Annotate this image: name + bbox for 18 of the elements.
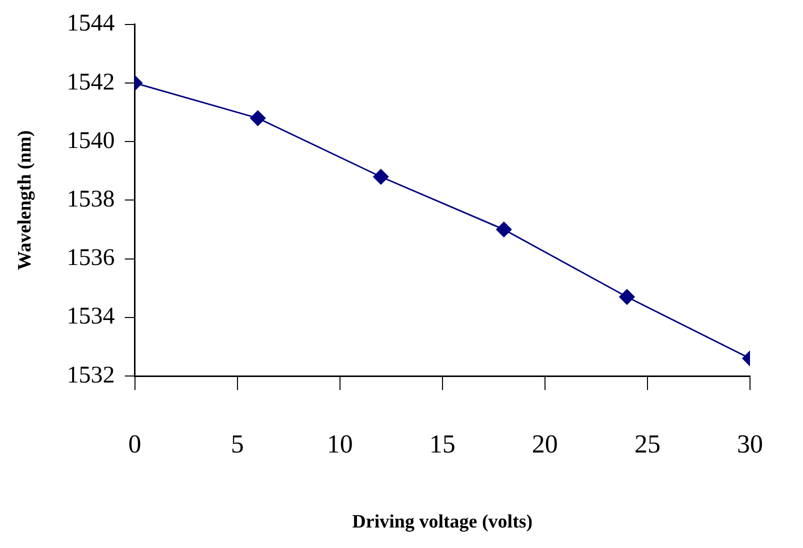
- y-axis-title: Wavelength (nm): [14, 130, 36, 270]
- x-tick-label: 5: [230, 429, 244, 458]
- point: [496, 222, 512, 238]
- y-tick-label: 1538: [66, 186, 115, 212]
- x-tick-label: 30: [737, 429, 763, 458]
- y-tick-label: 1534: [66, 304, 115, 330]
- x-tick-label: 0: [128, 429, 142, 458]
- x-tick-label: 15: [429, 429, 456, 458]
- x-tick-label: 25: [634, 429, 660, 458]
- y-tick-label: 1544: [66, 10, 115, 37]
- x-axis-title: Driving voltage (volts): [352, 512, 533, 533]
- y-tick-label: 1540: [66, 128, 115, 154]
- point: [373, 169, 389, 185]
- x-tick-label: 10: [326, 429, 353, 458]
- x-tick-label: 20: [532, 429, 558, 458]
- y-tick-label: 1542: [66, 69, 115, 96]
- y-tick-label: 1532: [66, 362, 115, 388]
- y-tick-label: 1536: [66, 245, 115, 272]
